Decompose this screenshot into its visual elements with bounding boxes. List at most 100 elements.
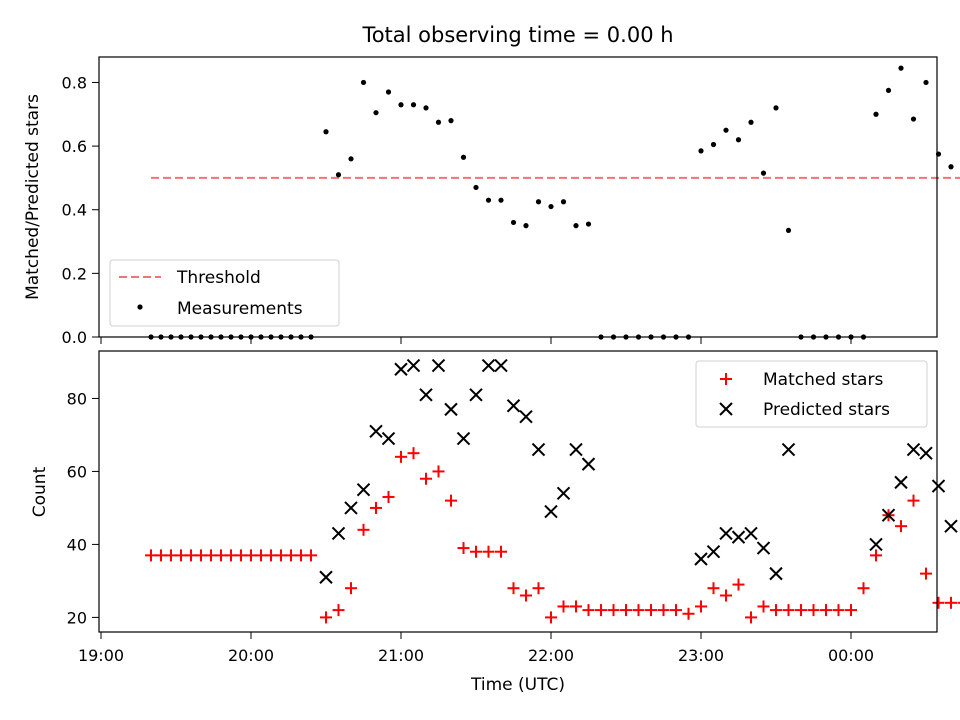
top-panel-y-label: Matched/Predicted stars (23, 94, 43, 300)
matched-star-point (495, 545, 507, 558)
top-y-tick-label: 0.8 (62, 73, 87, 92)
measurement-point (435, 119, 442, 125)
predicted-star-point (781, 442, 796, 457)
predicted-star-point (931, 479, 946, 493)
predicted-star-point (506, 399, 521, 413)
matched-star-point (470, 545, 482, 558)
predicted-star-point (944, 519, 958, 533)
bottom-panel-y-ticks: 20 40 60 80 (67, 389, 99, 627)
measurement-point (948, 164, 954, 170)
measurement-point (473, 184, 479, 191)
measurement-point (523, 223, 529, 229)
top-legend-threshold-label: Threshold (176, 268, 261, 288)
matched-star-point (632, 604, 645, 617)
matched-star-point (832, 604, 845, 617)
bottom-legend-matched-label: Matched stars (763, 370, 883, 390)
matched-star-point (545, 611, 557, 624)
top-legend-box (109, 259, 340, 327)
bottom-legend-matched-swatch (720, 373, 732, 385)
top-panel-y-ticks: 0.0 0.2 0.4 0.6 0.8 (62, 73, 99, 347)
matched-star-point (395, 450, 407, 463)
predicted-star-point (569, 442, 583, 457)
matched-star-point (732, 578, 745, 591)
top-y-tick-label: 0.0 (62, 328, 87, 347)
matched-star-point (920, 567, 932, 580)
measurement-point (723, 127, 729, 133)
bottom-y-tick-label: 40 (67, 535, 87, 554)
matched-star-point (382, 490, 395, 503)
predicted-star-point (544, 504, 558, 519)
measurement-point (773, 105, 779, 111)
matched-star-point (820, 604, 832, 617)
matched-star-point (320, 611, 332, 624)
top-panel-title: Total observing time = 0.00 h (361, 23, 673, 47)
matched-star-point (607, 604, 620, 617)
matched-star-point (720, 589, 732, 602)
top-legend: Threshold Measurements (109, 259, 340, 327)
measurement-point (573, 223, 579, 229)
measurement-point (485, 197, 492, 203)
measurement-point (448, 118, 454, 124)
matched-star-point (770, 604, 782, 617)
measurement-point (498, 197, 504, 203)
bottom-x-tick-label: 22:00 (528, 646, 574, 665)
predicted-star-point (394, 362, 408, 376)
matched-star-point (857, 582, 870, 595)
matched-star-point (570, 600, 582, 613)
top-panel: Total observing time = 0.00 h 0.00.20.40… (23, 23, 960, 347)
predicted-star-point (319, 570, 333, 584)
predicted-star-point (456, 431, 471, 446)
predicted-star-point (694, 552, 708, 566)
bottom-y-tick-label: 60 (67, 462, 87, 481)
measurement-point (510, 219, 517, 226)
measurement-point (373, 110, 379, 116)
measurement-point (785, 227, 792, 234)
predicted-star-point (406, 358, 421, 373)
matched-star-point (557, 600, 570, 613)
measurement-point (398, 102, 404, 108)
matched-star-point (695, 600, 707, 613)
measurement-point (410, 102, 417, 108)
measurement-point (348, 156, 354, 162)
matched-star-point (745, 611, 757, 624)
bottom-x-tick-label: 19:00 (78, 646, 124, 665)
measurement-point (710, 141, 717, 148)
matched-star-point (657, 604, 670, 617)
bottom-y-tick-label: 80 (67, 389, 87, 408)
top-panel-marks (148, 65, 960, 340)
bottom-panel-frame (98, 350, 938, 633)
predicted-star-point (906, 442, 921, 457)
top-y-tick-label: 0.4 (62, 201, 87, 220)
matched-star-point (482, 545, 495, 558)
bottom-panel-x-label: Time (UTC) (470, 675, 565, 695)
predicted-star-point (519, 409, 533, 424)
matched-star-point (782, 604, 795, 617)
bottom-x-tick-label: 00:00 (828, 646, 874, 665)
predicted-star-point (381, 431, 396, 446)
matched-star-point (845, 604, 857, 617)
measurement-point (910, 116, 917, 122)
bottom-legend-predicted-swatch (719, 402, 733, 416)
matched-star-point (445, 494, 457, 507)
bottom-legend-box (695, 360, 928, 428)
predicted-star-point (894, 475, 908, 490)
predicted-star-point (531, 442, 546, 457)
top-panel-frame (98, 56, 938, 338)
matched-star-point (670, 604, 682, 617)
matched-star-point (645, 604, 657, 617)
measurement-point (748, 119, 754, 125)
matched-star-point (870, 549, 882, 562)
matched-star-point (357, 523, 370, 536)
matched-star-point (582, 604, 595, 617)
predicted-star-point (356, 482, 371, 497)
measurement-point (548, 203, 554, 210)
bottom-y-tick-label: 20 (67, 608, 87, 627)
matched-star-point (682, 607, 695, 620)
predicted-star-point (919, 446, 933, 460)
top-panel-x-ticks (100, 337, 852, 344)
predicted-star-point (431, 358, 446, 373)
matched-star-point (432, 465, 445, 478)
matched-star-point (707, 582, 720, 595)
measurement-point (360, 79, 367, 86)
